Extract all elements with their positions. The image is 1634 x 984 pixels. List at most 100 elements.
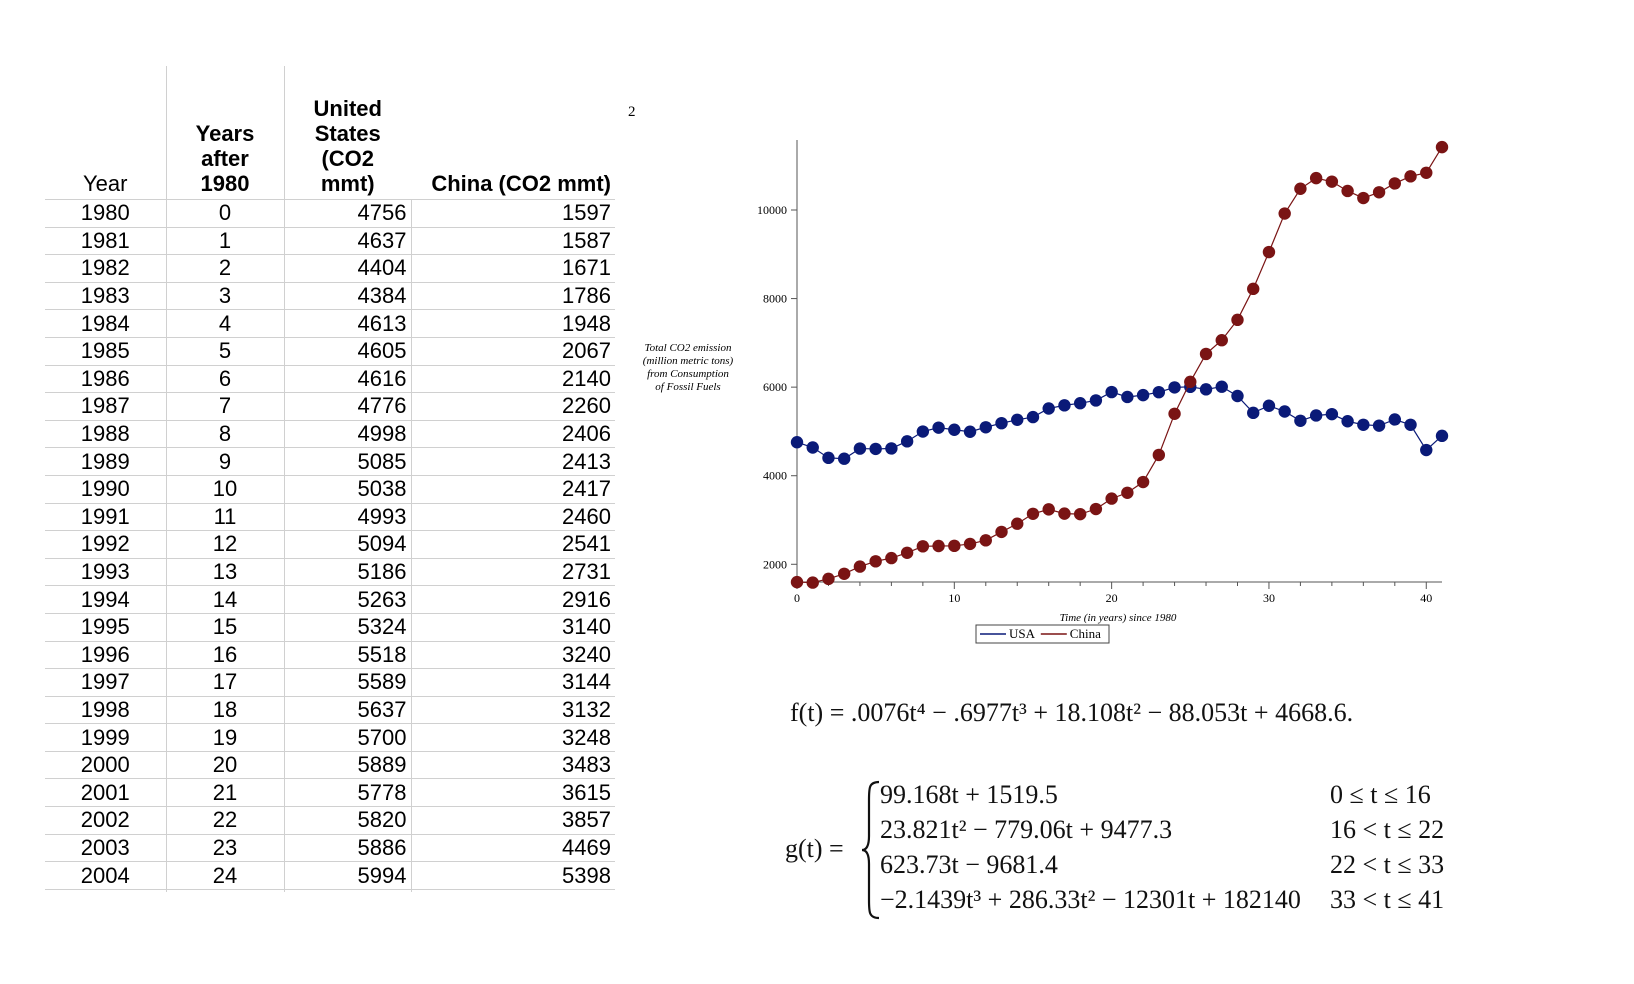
cell-china-co2: 1597 — [410, 199, 615, 228]
data-point-usa — [1372, 419, 1386, 432]
cell-years-after: 14 — [165, 585, 284, 614]
data-point-usa — [885, 442, 898, 455]
cell-years-after: 7 — [165, 392, 284, 421]
cell-year: 1993 — [45, 557, 166, 586]
cell-china-co2: 3248 — [410, 723, 615, 752]
cell-us-co2: 5637 — [283, 695, 411, 724]
data-point-usa — [1105, 385, 1118, 399]
table-row: 1998 18 5637 3132 — [45, 695, 615, 724]
data-point-usa — [916, 425, 930, 438]
data-point-usa — [1152, 385, 1166, 399]
cell-years-after: 12 — [165, 530, 284, 559]
data-point-china — [963, 537, 977, 551]
cell-year: 1985 — [45, 336, 166, 366]
table-row: 1994 14 5263 2916 — [45, 585, 615, 614]
cell-years-after: 6 — [165, 364, 284, 393]
cell-years-after: 15 — [165, 612, 284, 641]
data-point-usa — [948, 423, 961, 436]
data-point-usa — [1121, 390, 1134, 404]
legend-label-china: China — [1070, 626, 1101, 641]
data-point-china — [1215, 334, 1228, 347]
data-point-china — [1152, 448, 1166, 462]
page-number: 2 — [628, 104, 636, 120]
piecewise-brace — [861, 780, 880, 920]
x-tick-label: 30 — [1263, 591, 1275, 605]
table-row: 2002 22 5820 3857 — [45, 806, 615, 835]
cell-years-after: 20 — [165, 750, 284, 779]
cell-china-co2: 3240 — [410, 640, 615, 669]
data-point-usa — [1058, 399, 1071, 412]
cell-year: 1991 — [45, 502, 166, 531]
g-piece-2-expr: 23.821t² − 779.06t + 9477.3 — [880, 815, 1173, 844]
series-line-china — [796, 146, 1443, 584]
data-point-usa — [806, 441, 819, 454]
data-point-china — [1294, 182, 1307, 195]
cell-year: 1995 — [45, 612, 166, 641]
data-point-usa — [1435, 429, 1449, 443]
cell-year: 1989 — [45, 447, 166, 476]
table-row: 1981 1 4637 1587 — [45, 226, 615, 255]
cell-us-co2: 5186 — [283, 557, 411, 586]
data-point-usa — [1247, 406, 1260, 420]
data-point-china — [1105, 492, 1118, 505]
cell-china-co2: 2140 — [410, 364, 615, 393]
cell-years-after: 3 — [165, 281, 284, 310]
cell-year: 1992 — [45, 530, 166, 559]
cell-us-co2: 4998 — [283, 419, 411, 448]
data-point-china — [1121, 486, 1134, 499]
cell-years-after: 17 — [165, 668, 284, 697]
table-row: 1986 6 4616 2140 — [45, 364, 615, 393]
cell-us-co2: 5038 — [283, 474, 411, 504]
data-point-usa — [822, 451, 835, 465]
cell-us-co2: 5778 — [283, 778, 411, 807]
cell-china-co2: 2916 — [410, 585, 615, 614]
data-point-usa — [900, 435, 914, 448]
cell-years-after: 4 — [165, 309, 284, 338]
cell-us-co2: 4756 — [283, 199, 411, 228]
cell-year: 1983 — [45, 281, 166, 310]
data-point-china — [1184, 375, 1197, 389]
cell-year: 2004 — [45, 861, 166, 890]
cell-us-co2: 4384 — [283, 281, 411, 310]
data-point-usa — [1325, 407, 1339, 421]
cell-us-co2: 5700 — [283, 723, 411, 752]
cell-us-co2: 5589 — [283, 668, 411, 697]
table-row: 1993 13 5186 2731 — [45, 557, 615, 586]
cell-us-co2: 5324 — [283, 612, 411, 641]
cell-us-co2: 5889 — [283, 750, 411, 779]
table-row: 20052560076120 — [45, 888, 615, 892]
cell-year: 1982 — [45, 254, 166, 283]
cell-china-co2: 1671 — [410, 254, 615, 283]
table-row: 1997 17 5589 3144 — [45, 668, 615, 697]
data-point-china — [1026, 507, 1040, 520]
co2-data-table-container: Year Years after 1980 United States (CO2… — [45, 66, 615, 892]
data-point-china — [1357, 191, 1370, 205]
data-point-usa — [1294, 414, 1307, 427]
cell-china-co2: 1587 — [410, 226, 615, 255]
data-point-usa — [1011, 413, 1024, 426]
y-axis-title-line-3: from Consumption — [647, 368, 729, 380]
g-piece-4-cond: 33 < t ≤ 41 — [1330, 885, 1445, 914]
data-point-china — [1388, 177, 1402, 190]
data-point-china — [806, 576, 819, 589]
cell-years-after: 11 — [165, 502, 284, 531]
cell-years-after: 8 — [165, 419, 284, 448]
data-point-usa — [1420, 443, 1433, 457]
table-row: 1995 15 5324 3140 — [45, 612, 615, 641]
table-row: 2000 20 5889 3483 — [45, 750, 615, 779]
x-tick-label: 20 — [1106, 591, 1118, 605]
data-point-china — [1309, 171, 1323, 185]
cell-year: 2003 — [45, 833, 166, 862]
data-point-china — [979, 534, 992, 547]
cell-year: 1998 — [45, 695, 166, 724]
cell-year: 1980 — [45, 199, 166, 228]
g-piece-4-expr: −2.1439t³ + 286.33t² − 12301t + 182140 — [880, 885, 1301, 914]
y-axis-title-line-1: Total CO2 emission — [644, 342, 732, 354]
cell-us-co2: 4613 — [283, 309, 411, 338]
cell-china-co2: 6120 — [410, 888, 615, 892]
table-row: 1988 8 4998 2406 — [45, 419, 615, 448]
data-point-china — [1420, 166, 1433, 179]
cell-china-co2: 3144 — [410, 668, 615, 697]
cell-china-co2: 3140 — [410, 612, 615, 641]
cell-years-after: 21 — [165, 778, 284, 807]
